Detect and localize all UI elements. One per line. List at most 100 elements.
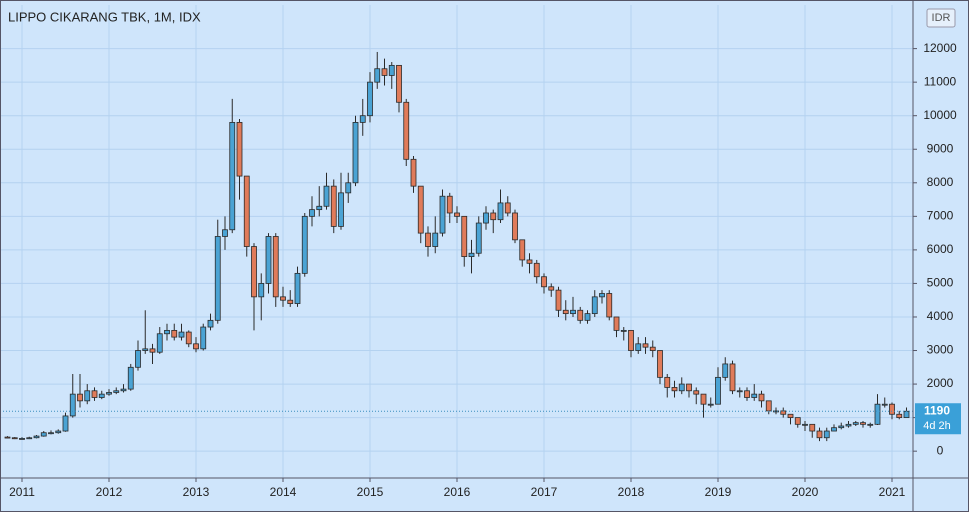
candle-body (751, 393, 758, 398)
candle-body (555, 289, 562, 311)
candle-body (19, 438, 25, 440)
candle-body (417, 185, 424, 234)
candle-body (301, 215, 308, 274)
candle-body (11, 437, 18, 440)
candle-body (48, 432, 54, 435)
candle-body (519, 239, 526, 261)
candle-body (91, 390, 98, 398)
candle-body (773, 410, 779, 413)
candle-body (548, 286, 555, 291)
candle-body (135, 350, 141, 368)
candle-body (33, 435, 40, 439)
candle-body (243, 175, 250, 247)
candle-body (287, 299, 294, 304)
candle-body (794, 417, 801, 425)
candle-body (903, 410, 910, 419)
x-tick-label: 2018 (618, 485, 645, 499)
candle-body (613, 316, 620, 331)
candle-body (628, 329, 634, 351)
candle-body (889, 403, 895, 415)
currency-box (926, 8, 956, 28)
candle-body (584, 313, 591, 321)
candle-body (127, 366, 134, 390)
candle-body (809, 423, 816, 432)
candle-body (671, 387, 678, 392)
candle-body (744, 390, 750, 398)
candle-body (693, 390, 700, 395)
y-tick-label: 12000 (923, 41, 957, 55)
candle-body (700, 393, 707, 405)
candle-body (359, 115, 366, 123)
candle-body (396, 64, 402, 103)
x-tick-label: 2011 (9, 485, 35, 499)
candle-body (309, 209, 315, 217)
candle-body (533, 262, 540, 278)
candle-body (620, 329, 627, 332)
candle-body (164, 329, 170, 335)
candle-body (178, 331, 185, 338)
candle-body (280, 296, 286, 301)
candle-body (599, 293, 605, 298)
candle-body (758, 393, 765, 402)
candle-body (323, 185, 330, 207)
candle-body (475, 222, 482, 254)
last-price-box (915, 403, 961, 435)
candle-body (316, 205, 323, 211)
candle-body (425, 232, 431, 247)
candle-body (736, 390, 743, 393)
candle-body (294, 272, 301, 304)
candle-body (454, 212, 460, 217)
candle-body (541, 276, 547, 288)
candle-body (816, 430, 823, 439)
candle-body (214, 236, 221, 321)
candle-body (84, 390, 91, 402)
candle-body (446, 195, 453, 214)
candle-body (606, 293, 613, 318)
y-tick-label: 6000 (927, 242, 954, 256)
candle-body (860, 422, 866, 425)
y-tick-label: 2000 (927, 376, 954, 390)
candle-body (236, 122, 243, 177)
x-tick-label: 2015 (357, 485, 384, 499)
x-tick-label: 2021 (879, 485, 906, 499)
y-tick-label: 4000 (927, 309, 954, 323)
candle-body (367, 81, 373, 117)
candle-body (345, 182, 352, 194)
candle-body (845, 423, 852, 427)
candle-body (171, 329, 178, 338)
candle-body (642, 343, 649, 348)
y-tick-label: 3000 (927, 343, 954, 357)
candle-body (156, 333, 163, 353)
candle-body (468, 252, 475, 257)
candle-body (874, 403, 881, 425)
candle-body (330, 185, 337, 227)
candle-body (881, 403, 888, 406)
candle-body (258, 283, 265, 298)
candle-body (113, 390, 120, 393)
candle-body (852, 422, 859, 425)
candle-body (570, 309, 576, 315)
candle-body (664, 376, 671, 388)
candle-body (185, 331, 192, 345)
y-tick-label: 10000 (923, 108, 957, 122)
y-tick-label: 0 (937, 443, 944, 457)
candle-body (635, 343, 642, 351)
candle-body (410, 158, 417, 187)
x-tick-label: 2012 (96, 485, 123, 499)
candle-body (838, 425, 845, 429)
candle-body (200, 326, 207, 350)
candle-body (461, 215, 468, 257)
candle-body (120, 388, 127, 392)
candle-body (69, 393, 76, 417)
y-tick-label: 11000 (924, 74, 957, 88)
candle-body (526, 259, 533, 264)
candle-body (40, 432, 47, 437)
candle-body (222, 229, 228, 237)
candle-body (26, 437, 33, 440)
y-tick-label: 5000 (927, 276, 954, 290)
candle-body (432, 232, 439, 247)
candle-body (577, 309, 584, 321)
countdown-label: 4d 2h (923, 420, 951, 432)
candle-body (562, 309, 569, 315)
candle-body (490, 212, 497, 221)
